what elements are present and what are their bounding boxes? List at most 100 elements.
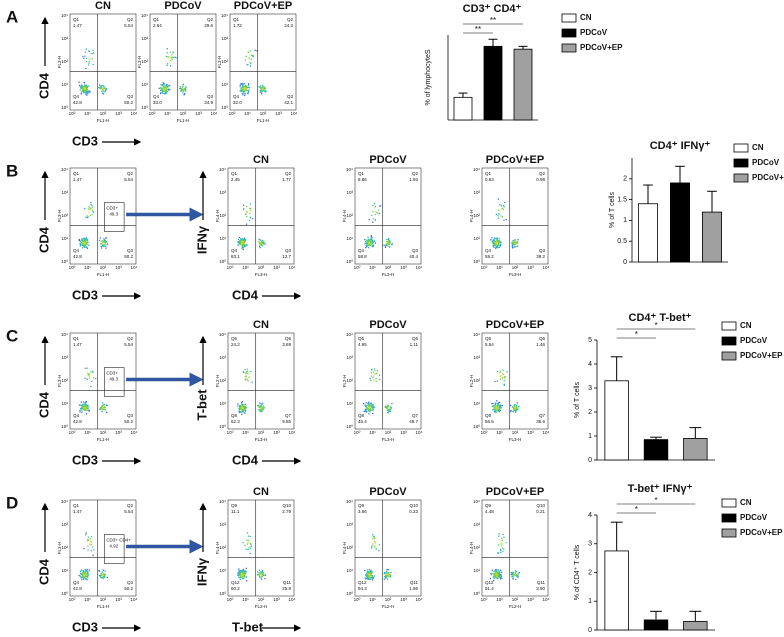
plot-title: PDCoV+EP [234, 0, 292, 12]
x-log-tick: 10³ [115, 597, 122, 602]
y-log-tick: 10³ [473, 190, 480, 195]
event-dot [165, 90, 167, 92]
y-log-tick: 10² [219, 213, 226, 218]
event-dot [374, 213, 377, 216]
event-dot [84, 55, 86, 57]
event-dot [171, 58, 174, 60]
event-dot [243, 82, 245, 85]
event-dot [372, 205, 374, 207]
event-dot [376, 212, 379, 214]
event-dot [515, 245, 517, 248]
gate-value: 49.3 [109, 377, 118, 382]
event-dot [514, 407, 517, 409]
event-dot [494, 402, 497, 404]
event-dot [240, 89, 242, 91]
event-dot [496, 571, 498, 574]
event-dot [513, 404, 515, 406]
event-dot [367, 573, 370, 576]
event-dot [261, 578, 263, 581]
x-axis-label: FL3-H [509, 437, 522, 442]
event-dot [496, 246, 498, 249]
event-dot [241, 408, 243, 410]
event-dot [244, 408, 246, 410]
quadrant-value: 50.2 [124, 100, 133, 105]
event-dot [161, 84, 163, 86]
quadrant-value: 4.95 [358, 342, 367, 347]
x-log-tick: 10⁴ [289, 430, 296, 435]
event-dot [391, 243, 393, 245]
event-dot [387, 574, 390, 576]
event-dot [368, 568, 370, 571]
event-dot [496, 406, 498, 409]
event-dot [100, 240, 102, 242]
event-dot [250, 209, 252, 212]
quadrant-value: 12.7 [282, 254, 291, 259]
x-log-tick: 10⁰ [69, 430, 76, 435]
event-dot [490, 574, 493, 576]
legend-swatch [721, 528, 737, 538]
quadrant-name: Q4 [73, 580, 80, 585]
event-dot [85, 534, 87, 536]
y-log-tick: 10⁴ [473, 332, 480, 337]
quadrant-name: Q7 [539, 413, 546, 418]
event-dot [498, 204, 501, 206]
y-log-tick: 10³ [61, 355, 68, 360]
event-dot [241, 86, 243, 88]
event-dot [494, 244, 496, 246]
event-dot [99, 86, 101, 88]
event-dot [87, 208, 90, 210]
x-log-tick: 10² [385, 265, 392, 270]
y-axis-label: FL3-H [57, 542, 62, 555]
event-dot [86, 575, 89, 577]
event-dot [250, 543, 252, 545]
event-dot [90, 371, 92, 373]
quadrant-name: Q2 [127, 171, 134, 176]
y-tick-label: 1 [588, 433, 592, 440]
event-dot [163, 83, 165, 85]
event-dot [378, 205, 381, 207]
event-dot [389, 242, 391, 244]
event-dot [239, 405, 242, 408]
event-dot [78, 81, 80, 83]
event-dot [87, 545, 89, 547]
y-log-tick: 10⁰ [219, 424, 226, 429]
event-dot [163, 86, 166, 88]
x-log-tick: 10² [512, 597, 519, 602]
quadrant-value: 4.48 [485, 509, 494, 514]
y-log-tick: 10² [346, 213, 353, 218]
y-log-tick: 10⁰ [61, 259, 68, 264]
legend-swatch [721, 351, 737, 361]
event-dot [371, 237, 374, 239]
event-dot [494, 238, 496, 240]
event-dot [389, 574, 392, 577]
quadrant-value: 1.93 [409, 177, 418, 182]
event-dot [93, 549, 95, 551]
event-dot [370, 379, 372, 381]
event-dot [492, 409, 494, 411]
event-dot [261, 403, 263, 406]
y-tick-label: 2 [588, 409, 592, 416]
event-dot [516, 408, 518, 411]
event-dot [103, 404, 106, 406]
quadrant-value: 32.0 [233, 100, 242, 105]
event-dot [161, 87, 163, 90]
plot-title: PDCoV [369, 154, 407, 166]
y-log-tick: 10¹ [473, 236, 480, 241]
event-dot [98, 86, 100, 89]
event-dot [370, 403, 372, 406]
event-dot [85, 48, 88, 50]
event-dot [514, 238, 516, 241]
x-log-tick: 10² [258, 430, 265, 435]
x-axis-label: FL1-H [97, 272, 110, 277]
event-dot [262, 402, 264, 404]
quadrant-name: Q4 [73, 94, 80, 99]
marker-x: CD3 [72, 452, 98, 467]
event-dot [366, 577, 368, 580]
event-dot [88, 539, 90, 541]
event-dot [374, 545, 376, 547]
event-dot [494, 247, 497, 250]
y-log-tick: 10⁰ [141, 105, 148, 110]
event-dot [258, 405, 261, 408]
quadrant-value: 39.2 [536, 254, 545, 259]
event-dot [240, 413, 243, 416]
